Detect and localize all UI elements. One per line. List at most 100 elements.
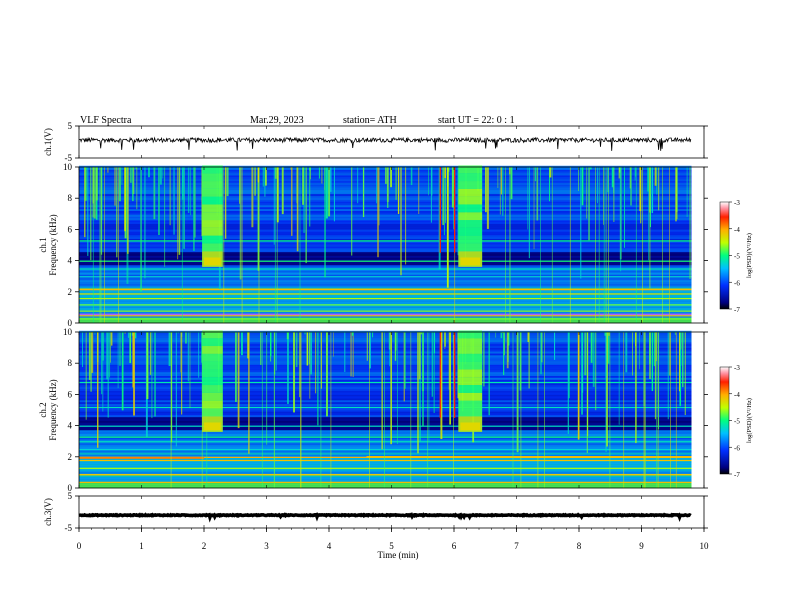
spectrogram-row — [79, 266, 692, 270]
sferic-full — [330, 332, 332, 488]
sferic-streak — [187, 167, 190, 213]
burst-band — [202, 361, 223, 370]
burst-band — [202, 188, 223, 197]
sferic-streak — [135, 167, 137, 169]
sferic-streak — [275, 332, 277, 371]
sferic-streak — [153, 167, 156, 220]
sferic-streak — [482, 332, 485, 387]
spectrogram-row — [79, 366, 692, 369]
sferic-streak — [318, 167, 320, 179]
sferic-streak — [500, 332, 503, 339]
sferic-streak — [390, 332, 392, 445]
sferic-streak — [504, 332, 506, 356]
spectrogram-row — [79, 248, 692, 251]
sferic-streak — [605, 332, 607, 452]
sferic-streak — [175, 332, 177, 447]
sferic-streak — [296, 167, 299, 252]
burst-band — [458, 330, 483, 339]
spectrogram-row — [79, 199, 692, 202]
sferic-streak — [136, 167, 138, 210]
sferic-streak — [534, 167, 536, 182]
sferic-streak — [649, 167, 651, 213]
burst-band — [202, 235, 223, 244]
spectrogram-row — [79, 272, 692, 275]
spectrogram-row — [79, 287, 692, 290]
sferic-streak — [485, 167, 487, 213]
sferic-streak — [527, 167, 529, 230]
spectrogram-row — [79, 206, 692, 210]
spectrogram-row — [79, 263, 692, 266]
sferic-streak — [237, 332, 240, 429]
spectrogram-row — [79, 351, 692, 354]
spectrogram-row — [79, 486, 692, 489]
sferic-streak — [276, 167, 279, 223]
sferic-streak — [428, 167, 429, 196]
burst-band — [458, 181, 483, 189]
spectral-line — [79, 293, 692, 295]
sferic-streak — [140, 167, 142, 292]
sferic-full — [427, 332, 429, 488]
spectrogram-row — [79, 281, 692, 284]
sferic-streak — [333, 332, 334, 357]
spectrogram-row — [79, 242, 692, 245]
burst-band — [202, 165, 223, 174]
sferic-streak — [607, 332, 610, 364]
sferic-streak — [410, 167, 413, 186]
spectrogram-row — [79, 414, 692, 418]
burst-band — [202, 369, 223, 378]
sferic-streak — [630, 167, 632, 206]
colorbar-label: log(PSD)(V²/Hz) — [746, 233, 753, 278]
colorbar-tick-label: -7 — [734, 306, 740, 314]
sferic-streak — [241, 332, 243, 356]
spectrogram-row — [79, 458, 692, 461]
burst-band — [458, 204, 483, 213]
burst-band — [458, 408, 483, 417]
sferic-streak — [293, 332, 295, 413]
spectrogram-row — [79, 409, 692, 412]
sferic-streak — [226, 167, 229, 197]
spectrogram-row — [79, 396, 692, 399]
sferic-streak — [135, 332, 137, 339]
y-tick-label: 4 — [68, 421, 73, 431]
sferic-streak — [635, 332, 637, 444]
sferic-streak — [658, 332, 660, 430]
sferic-streak — [394, 332, 397, 361]
sferic-streak — [248, 332, 250, 454]
sferic-streak — [309, 167, 311, 227]
sferic-streak — [445, 167, 446, 223]
sferic-streak — [106, 332, 108, 380]
sferic-full — [104, 167, 105, 323]
spectrogram-row — [79, 255, 692, 258]
sferic-streak — [117, 332, 119, 389]
spectrogram-row — [79, 259, 692, 262]
sferic-streak — [173, 167, 175, 235]
sferic-full — [99, 167, 101, 323]
sferic-streak — [296, 167, 298, 204]
sferic-streak — [264, 167, 266, 197]
x-axis-label: Time (min) — [378, 550, 419, 560]
sferic-streak — [448, 332, 450, 390]
sferic-full — [657, 332, 659, 488]
sferic-full — [642, 167, 643, 323]
sferic-streak — [194, 167, 196, 238]
sferic-streak — [516, 332, 519, 453]
sferic-streak — [187, 332, 189, 382]
sferic-streak — [640, 167, 642, 224]
spectrogram-row — [79, 353, 692, 356]
sferic-streak — [508, 332, 510, 346]
spectrogram-row — [79, 336, 692, 339]
burst-band — [202, 377, 223, 386]
sferic-streak — [177, 167, 179, 260]
colorbar-tick-label: -3 — [734, 364, 740, 372]
time-axis: 0 1 2 3 4 5 6 7 8 9 10 — [77, 126, 709, 551]
sferic-streak — [607, 167, 609, 193]
sferic-streak — [510, 167, 513, 200]
x-tick-label: 6 — [452, 541, 457, 551]
spectrogram-row — [79, 321, 692, 324]
sferic-streak — [124, 167, 126, 232]
spectral-line — [79, 310, 692, 312]
sferic-full — [276, 167, 278, 323]
sferic-streak — [428, 332, 430, 443]
spectrogram-row — [79, 235, 692, 238]
s2-y-label: ch.2 — [38, 402, 48, 417]
